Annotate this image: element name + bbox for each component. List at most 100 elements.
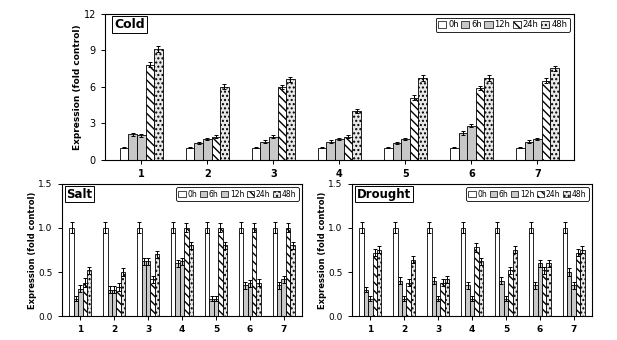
Bar <box>278 87 286 160</box>
Bar <box>286 79 295 160</box>
Bar <box>154 49 163 160</box>
Bar <box>137 135 146 160</box>
Bar <box>467 126 476 160</box>
Bar <box>223 245 227 316</box>
Bar <box>78 289 83 316</box>
Legend: 0h, 6h, 12h, 24h, 48h: 0h, 6h, 12h, 24h, 48h <box>176 187 299 201</box>
Bar <box>465 285 470 316</box>
Bar <box>291 245 295 316</box>
Bar <box>474 247 479 316</box>
Bar <box>209 299 213 316</box>
Bar <box>516 148 524 160</box>
Bar <box>344 137 352 160</box>
Bar <box>151 279 155 316</box>
Bar <box>393 228 397 316</box>
Bar <box>189 245 193 316</box>
Bar <box>220 87 229 160</box>
Bar <box>175 263 180 316</box>
Bar <box>120 148 128 160</box>
Bar <box>427 228 431 316</box>
Bar <box>431 281 436 316</box>
Bar <box>112 290 117 316</box>
Bar <box>121 272 125 316</box>
Bar <box>239 228 243 316</box>
Bar <box>218 228 223 316</box>
Bar <box>128 134 137 160</box>
Bar <box>377 250 381 316</box>
Bar <box>260 141 269 160</box>
Bar <box>410 98 418 160</box>
Bar <box>461 228 465 316</box>
Bar <box>171 228 175 316</box>
Bar <box>359 228 363 316</box>
Bar <box>273 228 277 316</box>
Bar <box>484 78 493 160</box>
Bar <box>513 250 517 316</box>
Bar <box>373 253 377 316</box>
Bar <box>269 137 278 160</box>
Bar <box>243 285 247 316</box>
Bar <box>441 283 445 316</box>
Bar <box>533 139 542 160</box>
Bar <box>508 270 513 316</box>
Bar <box>352 111 361 160</box>
Bar <box>146 65 154 160</box>
Bar <box>524 141 533 160</box>
Bar <box>576 253 580 316</box>
Bar <box>69 228 74 316</box>
Bar <box>450 148 458 160</box>
Bar <box>537 263 542 316</box>
Bar <box>384 148 392 160</box>
Bar <box>212 137 220 160</box>
Bar <box>547 263 551 316</box>
Bar <box>563 228 567 316</box>
Bar <box>418 78 427 160</box>
Bar <box>205 228 209 316</box>
Bar <box>476 88 484 160</box>
Legend: 0h, 6h, 12h, 24h, 48h: 0h, 6h, 12h, 24h, 48h <box>466 187 589 201</box>
Bar <box>103 228 107 316</box>
Bar <box>445 279 449 316</box>
Bar <box>407 283 411 316</box>
Bar <box>411 260 415 316</box>
Bar <box>117 287 121 316</box>
Bar <box>580 250 585 316</box>
Bar <box>542 270 547 316</box>
Bar <box>155 254 159 316</box>
Bar <box>257 283 261 316</box>
Bar <box>436 299 441 316</box>
Bar <box>141 261 146 316</box>
Bar <box>281 279 286 316</box>
Bar <box>529 228 533 316</box>
Bar <box>252 148 260 160</box>
Bar <box>74 299 78 316</box>
Bar <box>363 290 368 316</box>
Bar <box>203 139 212 160</box>
Y-axis label: Expression (fold control): Expression (fold control) <box>318 191 327 309</box>
Bar <box>87 270 91 316</box>
Bar <box>194 143 203 160</box>
Y-axis label: Expression (fold control): Expression (fold control) <box>73 24 82 150</box>
Bar <box>252 228 257 316</box>
Bar <box>550 68 559 160</box>
Bar <box>146 261 151 316</box>
Bar <box>137 228 141 316</box>
Bar <box>470 299 474 316</box>
Bar <box>326 141 335 160</box>
Bar <box>567 272 571 316</box>
Bar <box>533 285 537 316</box>
Bar <box>402 299 407 316</box>
Bar <box>499 281 503 316</box>
Bar <box>397 281 402 316</box>
Bar <box>286 228 290 316</box>
Text: Drought: Drought <box>357 188 411 201</box>
Bar <box>277 285 281 316</box>
Bar <box>83 283 87 316</box>
Legend: 0h, 6h, 12h, 24h, 48h: 0h, 6h, 12h, 24h, 48h <box>436 18 569 32</box>
Bar <box>479 261 483 316</box>
Bar <box>571 285 576 316</box>
Bar <box>503 299 508 316</box>
Bar <box>107 290 112 316</box>
Bar <box>318 148 326 160</box>
Bar <box>495 228 499 316</box>
